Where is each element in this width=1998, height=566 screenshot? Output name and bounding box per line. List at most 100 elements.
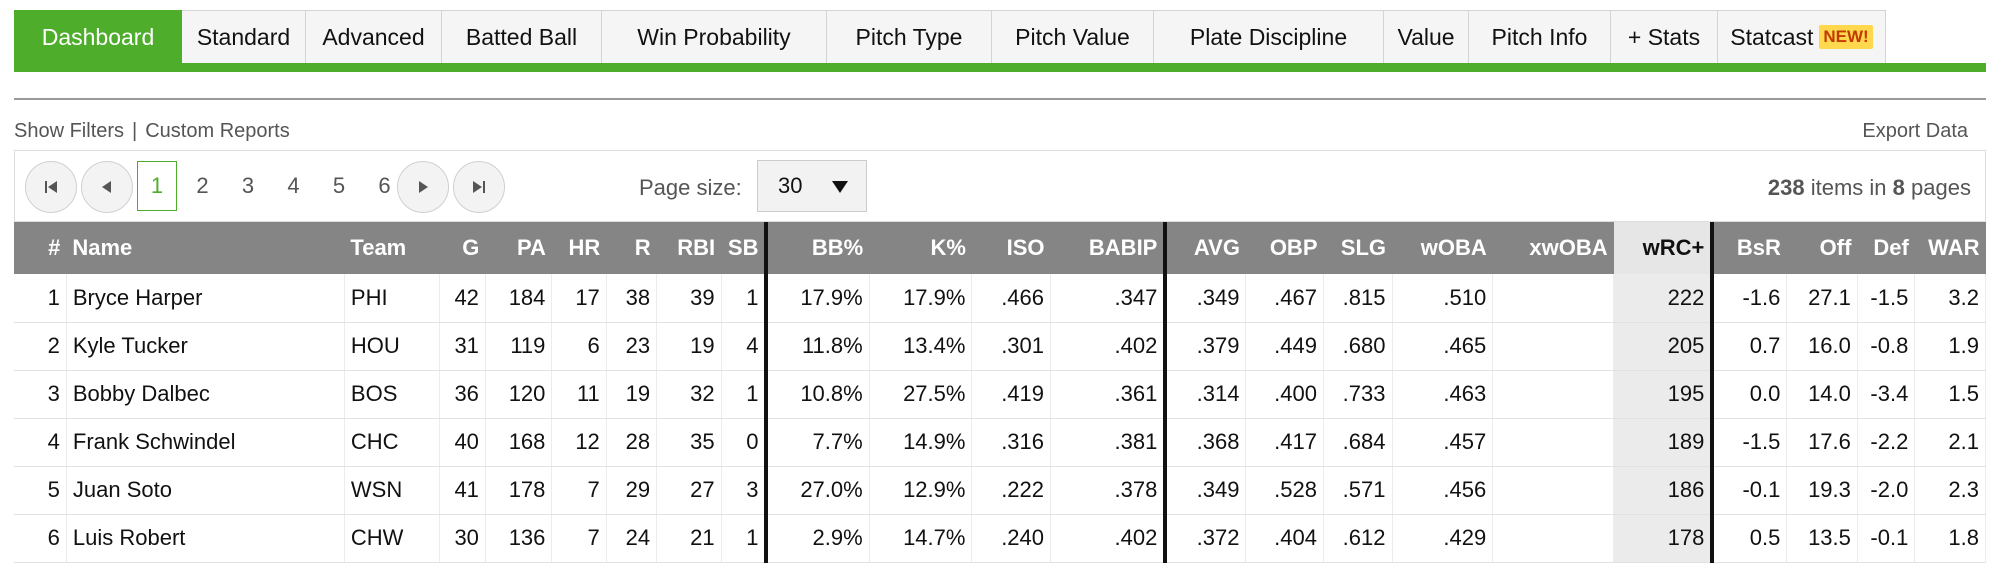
team-link[interactable]: CHW (344, 514, 440, 563)
tab-label: Dashboard (41, 23, 155, 50)
tab-pitch-type[interactable]: Pitch Type (827, 10, 992, 63)
table-cell: .449 (1245, 322, 1324, 371)
team-link[interactable]: BOS (344, 370, 440, 419)
table-cell: 178 (1613, 514, 1715, 563)
column-header-name[interactable]: Name (66, 222, 345, 274)
team-link[interactable]: HOU (344, 322, 440, 371)
table-cell: 29 (606, 466, 658, 515)
column-header-num[interactable]: # (14, 222, 67, 274)
table-cell: .457 (1392, 418, 1494, 467)
page-number-4[interactable]: 4 (287, 173, 300, 198)
player-name-link[interactable]: Frank Schwindel (66, 418, 345, 467)
player-name-link[interactable]: Juan Soto (66, 466, 345, 515)
tab-stats[interactable]: + Stats (1611, 10, 1718, 63)
tab-pitch-value[interactable]: Pitch Value (992, 10, 1154, 63)
player-name-link[interactable]: Luis Robert (66, 514, 345, 563)
total-items: 238 (1767, 175, 1805, 200)
tab-win-probability[interactable]: Win Probability (602, 10, 827, 63)
tab-advanced[interactable]: Advanced (306, 10, 442, 63)
column-header-babip[interactable]: BABIP (1050, 222, 1168, 274)
column-header-sb[interactable]: SB (721, 222, 769, 274)
column-header-rbi[interactable]: RBI (656, 222, 722, 274)
table-cell: 32 (656, 370, 722, 419)
items-in-text: items in (1810, 175, 1887, 200)
page-number-6[interactable]: 6 (378, 173, 391, 198)
team-link[interactable]: CHC (344, 418, 440, 467)
column-header-r[interactable]: R (606, 222, 657, 274)
table-cell: .815 (1323, 274, 1393, 323)
table-cell: 12 (551, 418, 607, 467)
column-header-xwoba[interactable]: xwOBA (1492, 222, 1614, 274)
column-header-war[interactable]: WAR (1914, 222, 1986, 274)
player-name-link[interactable]: Kyle Tucker (66, 322, 345, 371)
table-cell: 17 (551, 274, 607, 323)
table-cell: -0.8 (1857, 322, 1916, 371)
column-header-obp[interactable]: OBP (1245, 222, 1324, 274)
table-cell: 14.0 (1786, 370, 1858, 419)
next-page-button[interactable] (397, 161, 449, 213)
column-header-bb[interactable]: BB% (766, 222, 870, 274)
player-name-link[interactable]: Bryce Harper (66, 274, 345, 323)
table-cell: 0.7 (1712, 322, 1788, 371)
column-header-g[interactable]: G (439, 222, 486, 274)
table-cell: 186 (1613, 466, 1715, 515)
column-header-woba[interactable]: wOBA (1392, 222, 1493, 274)
table-cell: 11 (551, 370, 607, 419)
table-cell: .381 (1050, 418, 1168, 467)
table-cell: 42 (439, 274, 486, 323)
tab-standard[interactable]: Standard (182, 10, 306, 63)
table-cell: -2.2 (1857, 418, 1916, 467)
stats-tab-bar: Dashboard Standard Advanced Batted Ball Win … (14, 10, 1986, 72)
table-cell: .510 (1392, 274, 1494, 323)
tab-pitch-info[interactable]: Pitch Info (1469, 10, 1611, 63)
player-name-link[interactable]: Bobby Dalbec (66, 370, 345, 419)
team-link[interactable]: PHI (344, 274, 440, 323)
tab-batted-ball[interactable]: Batted Ball (442, 10, 602, 63)
table-cell: .372 (1165, 514, 1247, 563)
tab-value[interactable]: Value (1384, 10, 1469, 63)
table-cell: .368 (1165, 418, 1247, 467)
tab-plate-discipline[interactable]: Plate Discipline (1154, 10, 1384, 63)
first-page-button[interactable] (25, 161, 77, 213)
table-cell: 1 (721, 514, 769, 563)
show-filters-link[interactable]: Show Filters (14, 120, 125, 142)
table-cell: 23 (606, 322, 658, 371)
page-number-5[interactable]: 5 (332, 173, 346, 198)
table-cell: 27.0% (766, 466, 870, 515)
tab-dashboard[interactable]: Dashboard (14, 10, 182, 63)
team-link[interactable]: WSN (344, 466, 440, 515)
table-cell: 1 (721, 370, 769, 419)
custom-reports-link[interactable]: Custom Reports (145, 120, 290, 142)
last-page-button[interactable] (453, 161, 505, 213)
column-header-off[interactable]: Off (1786, 222, 1858, 274)
column-header-pa[interactable]: PA (485, 222, 552, 274)
table-row: 6 Luis Robert CHW 30 136 7 24 21 1 2.9% 14.7% .240.… (14, 514, 1986, 563)
page-size-select[interactable]: 30 (757, 160, 867, 212)
table-cell: -0.1 (1857, 514, 1916, 563)
column-header-slg[interactable]: SLG (1323, 222, 1392, 274)
column-header-wrc-plus[interactable]: wRC+ (1613, 222, 1715, 274)
total-pages: 8 (1892, 175, 1905, 200)
column-header-bsr[interactable]: BsR (1712, 222, 1787, 274)
column-header-iso[interactable]: ISO (971, 222, 1051, 274)
page-number-2[interactable]: 2 (196, 173, 209, 198)
previous-page-button[interactable] (81, 161, 133, 213)
table-cell: .379 (1165, 322, 1247, 371)
table-header-row: # Name Team G PA HR R RBI SB BB% K% ISO BABIP AVG OBP S… (14, 222, 1986, 274)
table-cell: 12.9% (869, 466, 973, 515)
tab-statcast[interactable]: Statcast NEW! (1718, 10, 1886, 63)
column-header-hr[interactable]: HR (551, 222, 607, 274)
page-number-1[interactable]: 1 (137, 161, 177, 211)
table-cell: 0 (721, 418, 769, 467)
column-header-def[interactable]: Def (1857, 222, 1915, 274)
page-number-3[interactable]: 3 (241, 173, 255, 198)
column-header-k[interactable]: K% (869, 222, 972, 274)
table-cell: 17.6 (1786, 418, 1858, 467)
table-cell: 19.3 (1786, 466, 1858, 515)
column-header-team[interactable]: Team (344, 222, 440, 274)
column-header-avg[interactable]: AVG (1165, 222, 1246, 274)
table-cell: .429 (1392, 514, 1494, 563)
table-cell: 3 (721, 466, 769, 515)
table-cell: 39 (656, 274, 722, 323)
export-data-link[interactable]: Export Data (1862, 120, 1968, 142)
